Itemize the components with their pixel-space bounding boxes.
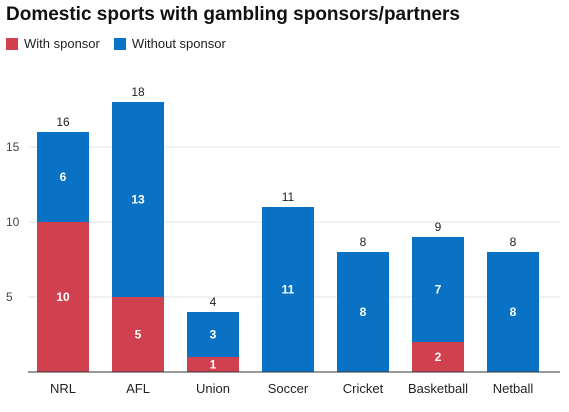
data-label: 10 xyxy=(56,290,70,304)
data-label: 8 xyxy=(360,305,367,319)
legend-label-with-sponsor: With sponsor xyxy=(24,36,100,51)
y-tick-label: 5 xyxy=(6,290,13,304)
data-label: 13 xyxy=(131,193,145,207)
total-label: 4 xyxy=(210,295,217,309)
x-tick-label: Soccer xyxy=(268,381,309,396)
x-tick-label: Union xyxy=(196,381,230,396)
data-label: 6 xyxy=(60,170,67,184)
bar-segment-without-sponsor xyxy=(337,252,389,372)
bar-segment-without-sponsor xyxy=(187,312,239,357)
legend-item-with-sponsor: With sponsor xyxy=(6,36,100,51)
x-tick-label: NRL xyxy=(50,381,76,396)
data-label: 1 xyxy=(210,358,217,372)
total-label: 11 xyxy=(282,190,295,204)
bar-segment-without-sponsor xyxy=(412,237,464,342)
bar-segment-with-sponsor xyxy=(37,222,89,372)
legend-swatch-with-sponsor xyxy=(6,37,18,50)
total-label: 9 xyxy=(435,220,442,234)
total-label: 8 xyxy=(510,235,517,249)
data-label: 3 xyxy=(210,328,217,342)
total-label: 8 xyxy=(360,235,367,249)
legend-item-without-sponsor: Without sponsor xyxy=(113,36,226,51)
y-tick-label: 10 xyxy=(6,215,20,229)
bar-segment-with-sponsor xyxy=(412,342,464,372)
total-label: 16 xyxy=(56,115,70,129)
x-tick-label: Basketball xyxy=(408,381,468,396)
chart-title: Domestic sports with gambling sponsors/p… xyxy=(6,4,460,25)
total-label: 18 xyxy=(131,85,145,99)
bar-segment-without-sponsor xyxy=(262,207,314,372)
legend: With sponsor Without sponsor xyxy=(6,36,240,51)
bar-segment-with-sponsor xyxy=(187,357,239,372)
data-label: 8 xyxy=(510,305,517,319)
legend-label-without-sponsor: Without sponsor xyxy=(131,36,226,51)
legend-swatch-without-sponsor xyxy=(113,37,126,50)
y-tick-label: 15 xyxy=(6,140,20,154)
x-tick-label: AFL xyxy=(126,381,150,396)
data-label: 2 xyxy=(435,350,442,364)
bar-segment-without-sponsor xyxy=(112,102,164,297)
data-label: 11 xyxy=(282,283,295,297)
bar-segment-without-sponsor xyxy=(37,132,89,222)
x-tick-label: Cricket xyxy=(343,381,384,396)
data-label: 7 xyxy=(435,283,442,297)
x-tick-label: Netball xyxy=(493,381,534,396)
bar-segment-without-sponsor xyxy=(487,252,539,372)
bar-segment-with-sponsor xyxy=(112,297,164,372)
data-label: 5 xyxy=(135,328,142,342)
